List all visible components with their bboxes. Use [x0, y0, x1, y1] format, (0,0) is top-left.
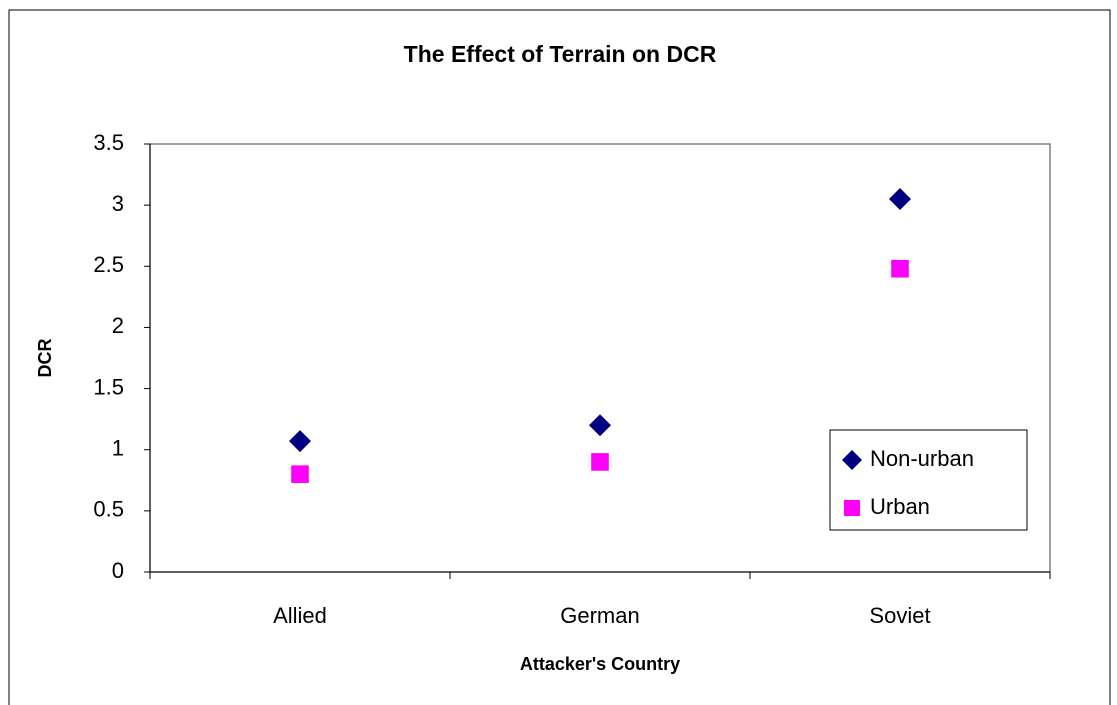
y-tick-label: 1 — [112, 436, 124, 461]
diamond-marker — [842, 450, 862, 470]
y-axis-label: DCR — [35, 339, 55, 378]
y-tick-label: 2.5 — [93, 252, 124, 277]
square-marker — [291, 465, 309, 483]
square-marker — [844, 500, 860, 516]
x-axis-label: Attacker's Country — [520, 654, 680, 674]
legend-label: Urban — [870, 494, 930, 519]
diamond-marker — [889, 188, 911, 211]
diamond-marker — [289, 430, 311, 453]
y-tick-label: 1.5 — [93, 374, 124, 399]
square-marker — [591, 453, 609, 471]
legend-label: Non-urban — [870, 446, 974, 471]
legend-box — [829, 429, 1028, 531]
x-tick-label: Soviet — [869, 603, 930, 628]
chart-title: The Effect of Terrain on DCR — [404, 41, 717, 67]
y-tick-label: 3 — [112, 191, 124, 216]
y-tick-label: 0 — [112, 558, 124, 583]
square-marker — [891, 259, 909, 278]
y-tick-label: 0.5 — [93, 497, 124, 522]
x-tick-label: Allied — [273, 603, 327, 628]
y-tick-label: 2 — [112, 313, 124, 338]
y-tick-label: 3.5 — [93, 130, 124, 155]
x-tick-label: German — [560, 603, 639, 628]
diamond-marker — [589, 414, 611, 437]
